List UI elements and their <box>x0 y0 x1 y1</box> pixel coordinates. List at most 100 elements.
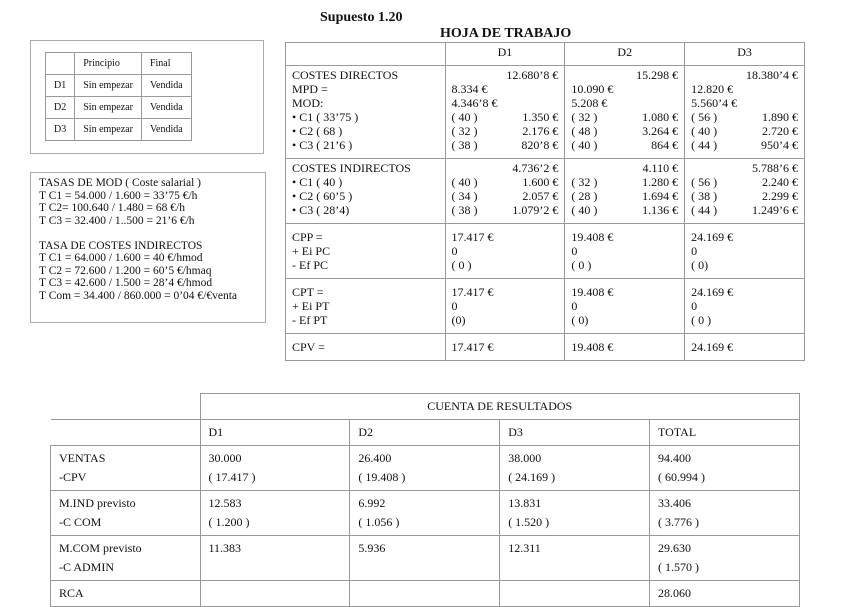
row-label: MPD = <box>292 82 328 96</box>
cell-value: 30.000 <box>208 451 242 465</box>
value-line: 12.680’8 € <box>452 68 558 82</box>
cell-value: ( 3.776 ) <box>658 515 700 529</box>
value-line: ( 0) <box>571 313 678 327</box>
cell-value <box>358 584 491 603</box>
value-line: ( 0 ) <box>452 258 559 272</box>
value-line: ( 56 ) 1.890 € <box>691 110 798 124</box>
value: ( 0 ) <box>691 313 712 327</box>
value-line: ( 40 ) 1.136 € <box>571 203 678 217</box>
column-header: D3 <box>499 419 651 446</box>
value: ( 40 ) <box>571 138 598 152</box>
cpp-row: CPP = + Ei PC - Ef PC 17.417 €0( 0 ) 19.408 … <box>285 223 805 279</box>
value: 4.736’2 € <box>512 161 559 175</box>
header-row: D1 D2 D3 <box>285 42 805 66</box>
tasa-line <box>39 227 265 240</box>
table-cell: 6.992 ( 1.056 ) <box>349 490 501 536</box>
table-row: Principio Final <box>44 52 192 75</box>
cpt-cell: 24.169 €0( 0 ) <box>684 278 805 334</box>
hoja-de-trabajo-table: D1 D2 D3 COSTES DIRECTOS MPD = MOD: • C1 ( 33’… <box>285 42 805 361</box>
value-line: ( 32 ) 1.280 € <box>571 175 678 189</box>
cell-value: ( 1.056 ) <box>358 515 400 529</box>
value-line: 18.380’4 € <box>691 68 798 82</box>
cell-value: 26.400 <box>358 451 392 465</box>
row-label: -CPV <box>59 470 87 484</box>
value-line: ( 0 ) <box>571 258 678 272</box>
table-cell: 12.311 <box>499 535 651 581</box>
column-header: D1 <box>444 42 566 66</box>
value: 24.169 € <box>691 285 734 299</box>
table-cell: 94.400 ( 60.994 ) <box>649 445 800 491</box>
value-line: 4.736’2 € <box>452 161 559 175</box>
cell-value: 29.630 <box>658 541 692 555</box>
row-label: COSTES INDIRECTOS <box>292 161 411 175</box>
value-line: ( 38 ) 820’8 € <box>452 138 559 152</box>
value-line: 5.208 € <box>571 96 678 110</box>
value: ( 40 ) <box>451 175 478 189</box>
value: 4.110 € <box>642 161 679 175</box>
cell-value: 13.831 <box>508 496 542 510</box>
directos-cell: 12.680’8 €8.334 €4.346’8 €( 40 ) 1.350 €(… <box>444 65 566 159</box>
value-line: ( 0 ) <box>691 313 798 327</box>
section-title: CUENTA DE RESULTADOS <box>199 393 800 420</box>
value-line: ( 0) <box>691 258 798 272</box>
column-header <box>285 42 446 66</box>
value-line: 0 <box>691 244 798 258</box>
cell-value: ( 17.417 ) <box>208 470 256 484</box>
table-cell: Principio <box>74 52 142 75</box>
value: 3.264 € <box>642 124 679 138</box>
cell-value: 28.060 <box>658 586 692 600</box>
page-title: Supuesto 1.20 <box>320 10 403 25</box>
cell-value: ( 1.200 ) <box>208 515 250 529</box>
table-cell: 29.630 ( 1.570 ) <box>649 535 800 581</box>
value-line: ( 32 ) 2.176 € <box>452 124 559 138</box>
value: ( 28 ) <box>571 189 598 203</box>
table-cell <box>349 580 501 607</box>
value: 0 <box>571 299 578 313</box>
indirectos-cell: 4.110 € ( 32 ) 1.280 € ( 28 ) 1.694 € ( 40 ) 1… <box>564 158 686 224</box>
row-label: - Ef PT <box>292 313 328 327</box>
value-line: ( 40 ) 864 € <box>571 138 678 152</box>
cell-value: ( 24.169 ) <box>508 470 556 484</box>
indirectos-cell: 5.788’6 €( 56 ) 2.240 €( 38 ) 2.299 €( 44 … <box>684 158 805 224</box>
value: 2.299 € <box>762 189 798 203</box>
table-cell: Sin empezar <box>74 74 142 97</box>
tasa-line: T C2= 100.640 / 1.480 = 68 €/h <box>39 202 185 214</box>
cell-value: 38.000 <box>508 451 542 465</box>
row-labels: CPT = + Ei PT - Ef PT <box>285 278 446 334</box>
value-line: ( 28 ) 1.694 € <box>571 189 678 203</box>
cpv-cell: 17.417 € <box>444 333 566 361</box>
cell-value <box>209 558 342 577</box>
value-line: 19.408 € <box>571 230 678 244</box>
value: ( 0) <box>691 258 709 272</box>
cell-value: 6.992 <box>358 496 386 510</box>
value: ( 38 ) <box>451 203 478 217</box>
value: ( 38 ) <box>451 138 478 152</box>
value: 19.408 € <box>571 285 614 299</box>
empty-cell <box>51 394 201 420</box>
value: 864 € <box>651 138 679 152</box>
costes-directos-row: COSTES DIRECTOS MPD = MOD: • C1 ( 33’75 ) • … <box>285 65 805 159</box>
value: 820’8 € <box>521 138 559 152</box>
value: ( 38 ) <box>691 189 718 203</box>
column-header: D2 <box>564 42 686 66</box>
table-cell: Sin empezar <box>74 118 142 141</box>
row-label: CPT = <box>292 285 324 299</box>
value: 10.090 € <box>571 82 614 96</box>
row-labels: RCA <box>50 580 201 607</box>
cell-value <box>508 584 641 603</box>
cell-value: ( 1.570 ) <box>658 560 700 574</box>
value: 1.280 € <box>642 175 679 189</box>
value: ( 44 ) <box>691 138 718 152</box>
row-label: CPV = <box>285 333 446 361</box>
value-line: ( 40 ) 1.600 € <box>452 175 559 189</box>
value: 1.694 € <box>642 189 679 203</box>
title-row: CUENTA DE RESULTADOS <box>51 393 800 420</box>
value-line: ( 38 ) 2.299 € <box>691 189 798 203</box>
cpt-cell: 17.417 €0 (0) <box>444 278 566 334</box>
tasa-line: T C3 = 32.400 / 1..500 = 21’6 €/h <box>39 214 195 227</box>
tasa-line: T C1 = 64.000 / 1.600 = 40 €/hmod <box>39 252 203 264</box>
cell-value <box>209 584 342 603</box>
value-line: 4.110 € <box>571 161 679 175</box>
value: 2.720 € <box>762 124 798 138</box>
value-line: 0 <box>571 244 678 258</box>
